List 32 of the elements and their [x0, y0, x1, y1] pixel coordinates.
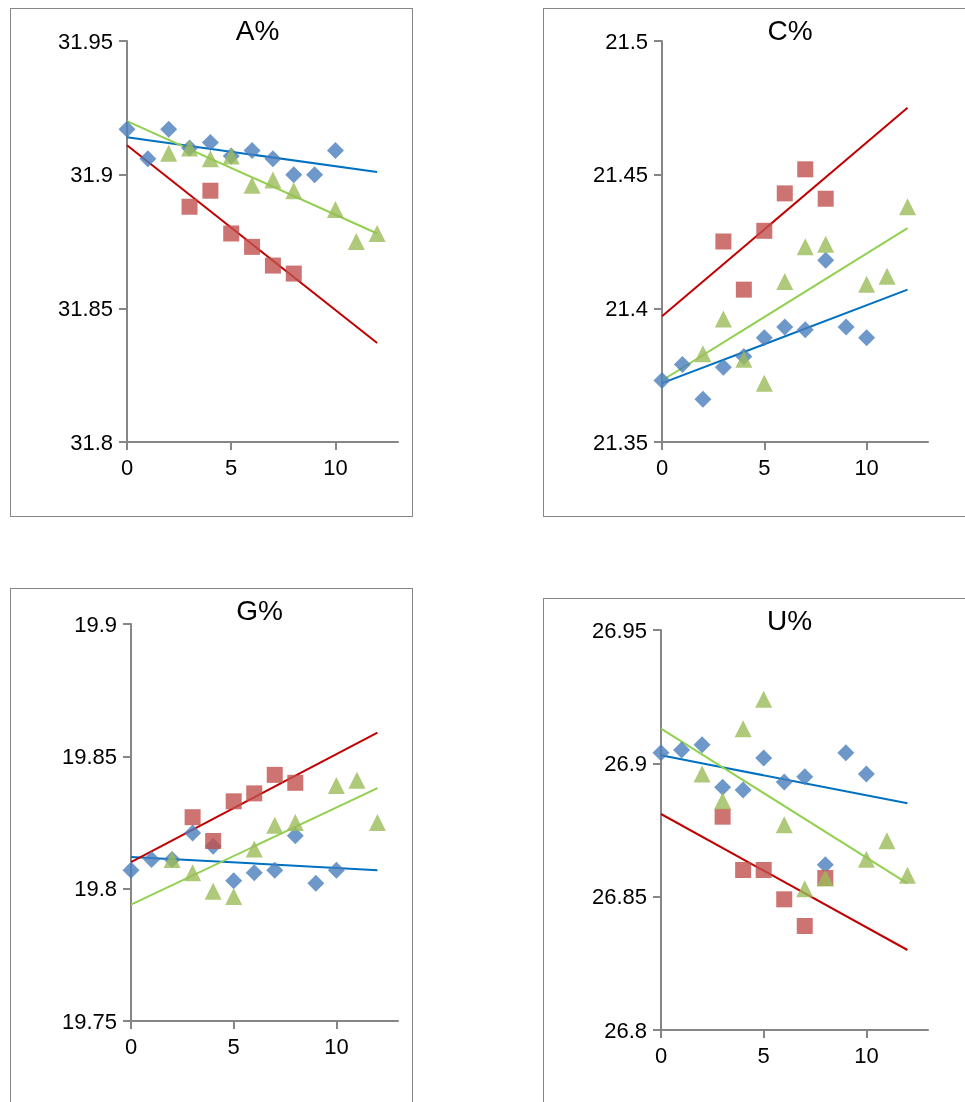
x-tick-label: 10: [324, 1033, 349, 1059]
y-tick-label: 19.9: [74, 611, 117, 637]
chart-title: U%: [766, 604, 813, 636]
y-tick-label: 31.8: [70, 429, 113, 455]
y-tick-label: 19.75: [61, 1008, 117, 1034]
x-tick-label: 0: [120, 454, 134, 480]
chart-title: C%: [767, 14, 813, 46]
x-tick-label: 5: [758, 454, 771, 480]
chart-title: G%: [236, 594, 283, 626]
x-tick-label: 0: [655, 454, 669, 480]
x-tick-label: 10: [854, 454, 879, 480]
y-tick-label: 21.5: [605, 28, 648, 54]
chart-title: A%: [235, 14, 280, 46]
y-tick-label: 19.8: [74, 876, 117, 902]
x-tick-label: 0: [654, 1042, 668, 1068]
x-tick-label: 5: [227, 1033, 240, 1059]
x-tick-label: 5: [225, 454, 238, 480]
x-tick-label: 5: [757, 1042, 770, 1068]
y-tick-label: 26.95: [591, 617, 647, 643]
x-tick-label: 10: [854, 1042, 879, 1068]
x-tick-label: 10: [323, 454, 348, 480]
y-tick-label: 26.9: [604, 750, 647, 776]
y-tick-label: 31.85: [57, 295, 113, 321]
y-tick-label: 26.85: [591, 884, 647, 910]
y-tick-label: 21.45: [592, 162, 648, 188]
y-tick-label: 31.95: [57, 28, 113, 54]
y-tick-label: 31.9: [70, 162, 113, 188]
y-tick-label: 19.85: [61, 743, 117, 769]
y-tick-label: 21.35: [592, 429, 648, 455]
y-tick-label: 26.8: [604, 1017, 647, 1043]
x-tick-label: 0: [124, 1033, 138, 1059]
y-tick-label: 21.4: [605, 295, 648, 321]
